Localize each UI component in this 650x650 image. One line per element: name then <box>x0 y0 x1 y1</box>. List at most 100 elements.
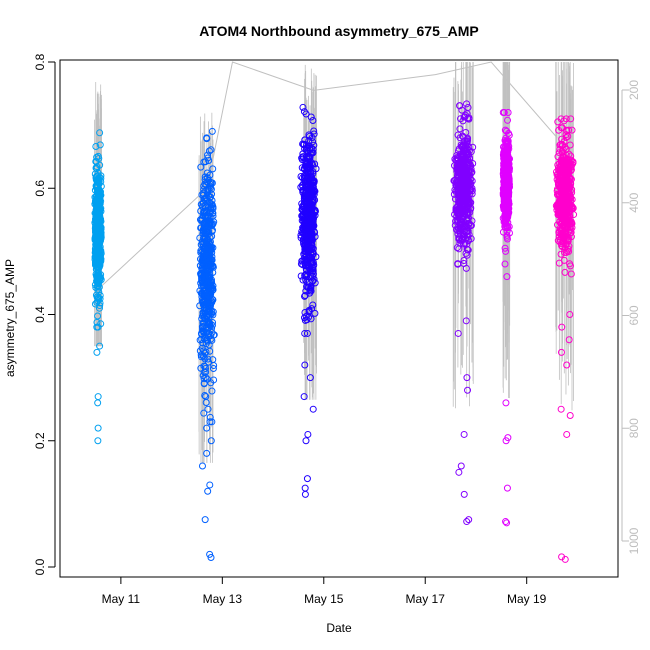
data-point <box>500 195 508 203</box>
data-point <box>204 355 212 363</box>
data-point <box>560 237 568 245</box>
data-point <box>93 247 101 255</box>
data-point <box>558 209 566 217</box>
data-point <box>207 278 215 286</box>
plot-frame <box>59 59 619 578</box>
data-point <box>563 192 571 200</box>
data-point <box>302 216 310 224</box>
data-point-outlier <box>301 490 309 498</box>
data-point-outlier <box>93 323 101 331</box>
data-point-outlier <box>94 393 102 401</box>
data-point <box>462 178 470 186</box>
data-point <box>503 212 511 220</box>
data-point <box>93 194 101 202</box>
data-point <box>199 326 207 334</box>
data-point <box>460 113 468 121</box>
data-point <box>561 194 569 202</box>
data-point <box>198 256 206 264</box>
data-point-outlier <box>93 348 101 356</box>
data-point <box>96 161 104 169</box>
data-point-outlier <box>204 487 212 495</box>
data-point <box>208 200 216 208</box>
x-tick-label: May 11 <box>102 592 141 606</box>
data-point <box>455 245 463 253</box>
data-point <box>463 155 471 163</box>
data-point <box>504 178 512 186</box>
data-point <box>566 182 574 190</box>
data-point <box>564 228 572 236</box>
data-point <box>299 150 307 158</box>
data-point <box>301 237 309 245</box>
data-point <box>97 234 105 242</box>
data-point <box>307 315 315 323</box>
data-point-outlier <box>303 475 311 483</box>
data-point <box>197 364 205 372</box>
data-point <box>558 135 566 143</box>
data-point <box>464 114 472 122</box>
data-point <box>205 291 213 299</box>
data-point <box>457 115 465 123</box>
data-point <box>209 311 217 319</box>
data-point <box>97 182 105 190</box>
data-point <box>309 194 317 202</box>
data-point-outlier <box>463 374 471 382</box>
data-point <box>96 200 104 208</box>
data-point <box>199 243 207 251</box>
y-tick-label: 0.2 <box>33 432 47 449</box>
data-point-outlier <box>566 412 574 419</box>
data-point <box>451 211 459 219</box>
data-point <box>503 205 511 213</box>
data-point <box>94 218 102 226</box>
data-point <box>464 188 472 196</box>
data-point <box>502 139 510 147</box>
data-point <box>562 134 570 142</box>
data-point <box>309 272 317 280</box>
data-point-outlier <box>565 336 573 344</box>
data-point <box>94 271 102 279</box>
right-tick-label: 1000 <box>627 527 641 554</box>
data-point <box>456 134 464 142</box>
data-point <box>311 233 319 241</box>
data-point <box>204 253 212 261</box>
x-tick-label: May 19 <box>507 592 547 606</box>
data-point <box>463 141 471 149</box>
data-point <box>556 145 564 153</box>
data-point <box>301 309 309 317</box>
data-point <box>93 221 101 229</box>
data-point <box>201 305 209 313</box>
data-point <box>302 219 310 227</box>
series-4 <box>450 100 477 526</box>
data-point <box>205 333 213 341</box>
data-point <box>564 236 572 244</box>
data-point <box>456 204 464 212</box>
data-point-outlier <box>463 518 471 526</box>
data-point <box>555 200 563 208</box>
data-point <box>564 245 572 253</box>
data-point <box>465 231 473 239</box>
data-point <box>198 330 206 338</box>
data-point <box>309 190 317 198</box>
data-point-outlier <box>503 519 511 527</box>
chart-title: ATOM4 Northbound asymmetry_675_AMP <box>199 23 479 39</box>
gray-line <box>97 61 558 290</box>
data-point <box>557 140 565 148</box>
data-point-outlier <box>301 361 309 369</box>
x-tick-label: May 17 <box>406 592 446 606</box>
data-point <box>456 125 464 133</box>
data-point-outlier <box>302 437 310 445</box>
data-point <box>302 255 310 263</box>
data-point-outlier <box>203 424 211 432</box>
data-point <box>454 227 462 235</box>
data-point <box>561 160 569 168</box>
data-point-outlier <box>96 342 104 350</box>
data-point <box>301 271 309 279</box>
data-point <box>201 355 209 363</box>
data-point <box>552 168 560 176</box>
data-point <box>95 179 103 187</box>
data-point-outlier <box>94 437 102 445</box>
data-point <box>454 260 462 268</box>
data-point <box>205 147 213 155</box>
data-point <box>463 224 471 232</box>
data-point <box>567 180 575 188</box>
